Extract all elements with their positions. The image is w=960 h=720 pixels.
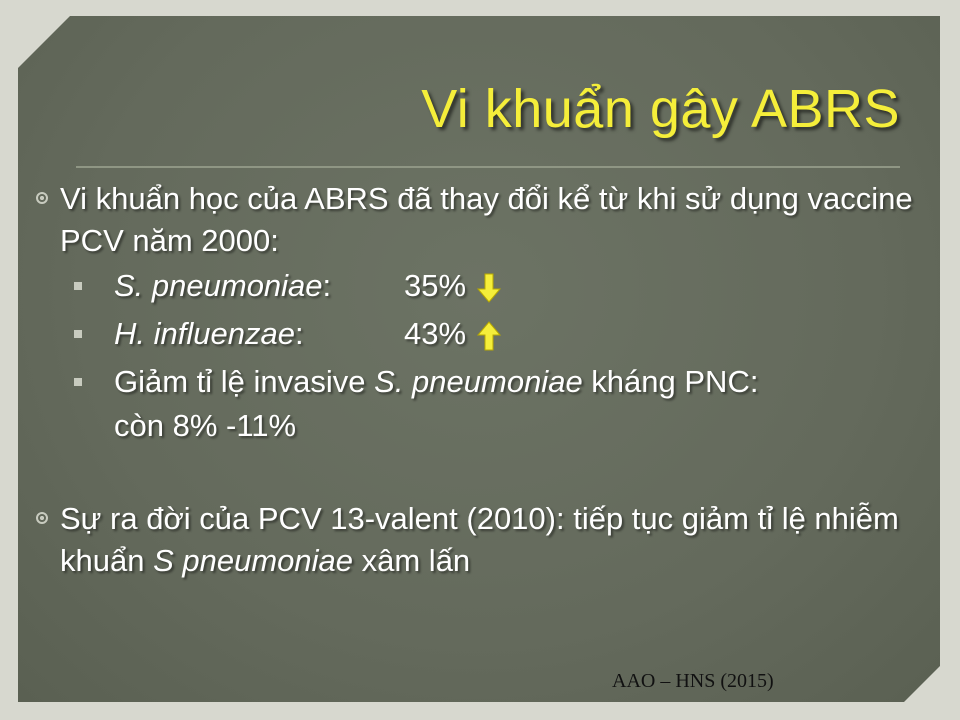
arrow-down-icon	[476, 272, 502, 304]
sub-item-3-text-italic: S. pneumoniae	[374, 364, 583, 399]
sub-item-1: S. pneumoniae: 35%	[36, 262, 926, 310]
bullet-circle-icon	[36, 512, 48, 524]
bullet-1: Vi khuẩn học của ABRS đã thay đổi kể từ …	[36, 178, 926, 262]
sub-item-2-organism: H. influenzae	[114, 316, 295, 351]
bullet-2-text-italic: S pneumoniae	[153, 543, 354, 578]
sub-item-3-line2: còn 8% -11%	[114, 408, 297, 443]
sub-item-3-text-after: kháng PNC:	[582, 364, 759, 399]
slide-title: Vi khuẩn gây ABRS	[421, 79, 900, 139]
sub-item-2-colon: :	[294, 316, 304, 351]
sub-item-3: Giảm tỉ lệ invasive S. pneumoniae kháng …	[36, 358, 926, 446]
slide-content: Vi khuẩn học của ABRS đã thay đổi kể từ …	[36, 178, 926, 582]
bullet-1-text: Vi khuẩn học của ABRS đã thay đổi kể từ …	[60, 181, 913, 258]
square-bullet-icon	[74, 282, 82, 290]
citation: AAO – HNS (2015)	[612, 670, 774, 692]
sub-item-1-organism: S. pneumoniae	[114, 268, 323, 303]
bullet-2-text-after: xâm lấn	[353, 543, 471, 578]
sub-item-1-colon: :	[322, 268, 332, 303]
square-bullet-icon	[74, 378, 82, 386]
sub-item-2-value: 43%	[404, 316, 467, 351]
sub-item-3-text-before: Giảm tỉ lệ invasive	[114, 364, 375, 399]
bullet-2: Sự ra đời của PCV 13-valent (2010): tiếp…	[36, 498, 926, 582]
title-divider	[76, 166, 900, 168]
sub-item-2: H. influenzae: 43%	[36, 310, 926, 358]
bullet-2-text-before: Sự ra đời của PCV 13-valent (2010): tiếp…	[60, 501, 899, 578]
slide-background: Vi khuẩn gây ABRS Vi khuẩn học của ABRS …	[18, 16, 940, 702]
bullet-circle-icon	[36, 192, 48, 204]
arrow-up-icon	[476, 320, 502, 352]
sub-item-1-value: 35%	[404, 268, 467, 303]
square-bullet-icon	[74, 330, 82, 338]
